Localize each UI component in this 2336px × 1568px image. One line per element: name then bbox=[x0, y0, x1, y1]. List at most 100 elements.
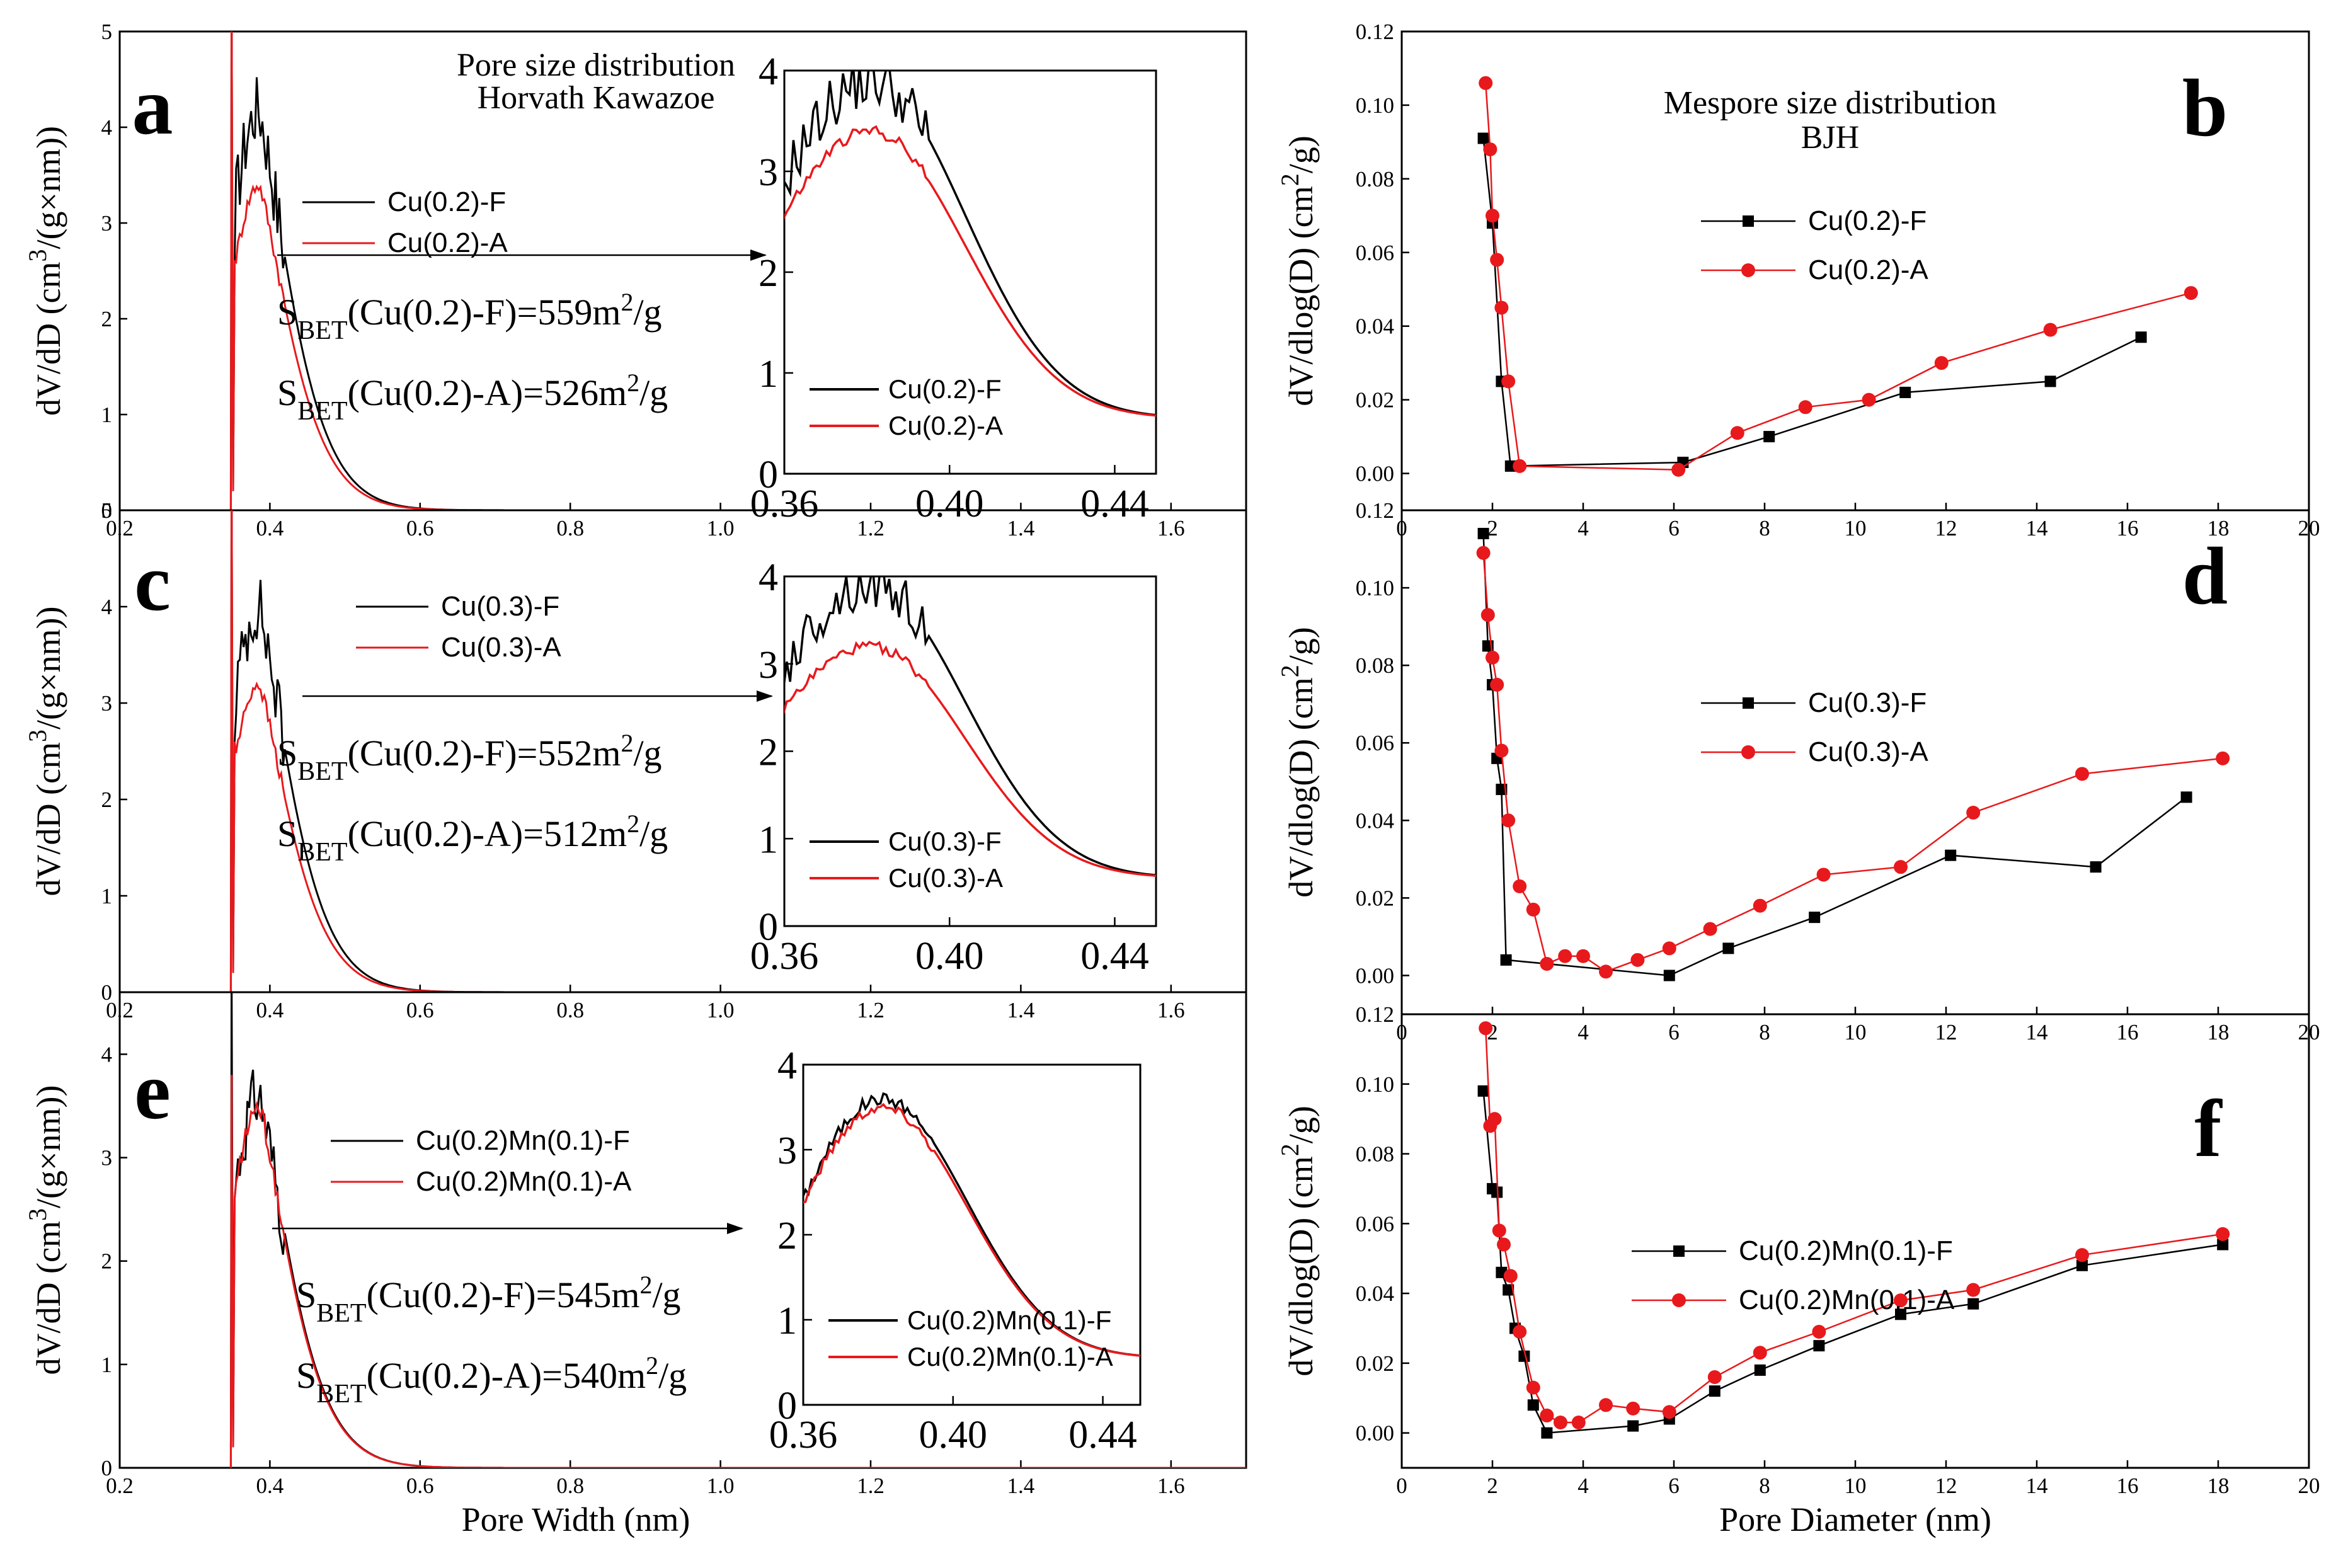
panel-b-x-tick-label: 14 bbox=[2026, 516, 2048, 541]
inset-x-tick-label: 0.40 bbox=[919, 1414, 988, 1456]
data-point-circle bbox=[1540, 957, 1554, 971]
data-point-circle bbox=[1490, 253, 1504, 267]
bet-symbol: S bbox=[277, 813, 297, 854]
series-line-Cu(0.2)Mn(0.1)-F bbox=[1482, 1090, 2223, 1434]
panel-letter-b: b bbox=[2182, 63, 2228, 154]
panel-e-x-tick-label: 1.4 bbox=[1007, 1474, 1035, 1498]
data-point-circle bbox=[1479, 1021, 1493, 1036]
panel-b: 0 2 4 6 8 10 12 14 16 18 200.000.020.040.060.080.1… bbox=[1276, 20, 2320, 541]
inset-legend-entry: Cu(0.3)-A bbox=[888, 863, 1003, 893]
panel-d-y-tick-label: 0.04 bbox=[1356, 808, 1394, 833]
panel-d-x-tick-label: 8 bbox=[1759, 1020, 1770, 1044]
data-point-circle bbox=[1526, 902, 1540, 917]
legend-marker-circle bbox=[1672, 1293, 1686, 1307]
data-point-circle bbox=[1540, 1408, 1554, 1422]
legend-entry: Cu(0.3)-A bbox=[441, 632, 561, 663]
panel-f-x-tick-label: 18 bbox=[2207, 1474, 2230, 1498]
panel-e-x-tick-label: 1.2 bbox=[857, 1474, 885, 1498]
data-point-circle bbox=[2216, 1227, 2230, 1241]
inset-legend-entry: Cu(0.3)-F bbox=[888, 827, 1002, 856]
bet-superscript: 2 bbox=[621, 288, 633, 316]
inset-y-tick-label: 1 bbox=[759, 353, 778, 396]
data-point-square bbox=[1477, 527, 1489, 539]
data-point-circle bbox=[1894, 1293, 1908, 1308]
panel-f-ylabel-rest: /g) bbox=[1282, 1106, 1320, 1143]
legend-entry: Cu(0.3)-F bbox=[441, 591, 559, 622]
panel-d: 0 2 4 6 8 10 12 14 16 18 200.000.020.040.060.080.1… bbox=[1276, 498, 2320, 1044]
inset-legend-entry: Cu(0.2)-A bbox=[888, 411, 1003, 440]
legend-entry: Cu(0.2)Mn(0.1)-F bbox=[416, 1125, 630, 1156]
legend-marker-square bbox=[1743, 697, 1754, 709]
data-point-circle bbox=[1503, 1269, 1518, 1283]
panel-e-y-tick-label: 1 bbox=[101, 1353, 113, 1377]
inset-legend-entry: Cu(0.2)-F bbox=[888, 374, 1002, 404]
panel-e-y-axis-label: dV/dD (cm3/(g×nm)) bbox=[23, 1085, 68, 1375]
panel-f-x-axis-label: Pore Diameter (nm) bbox=[1719, 1501, 1991, 1538]
bet-surface-area-0: SBET(Cu(0.2)-F)=559m2/g bbox=[277, 288, 662, 346]
data-point-circle bbox=[2184, 286, 2198, 300]
panel-e-x-axis-label: Pore Width (nm) bbox=[462, 1501, 690, 1538]
panel-a-x-tick-label: 1.2 bbox=[857, 516, 885, 541]
panel-letter-e: e bbox=[134, 1046, 171, 1136]
panel-e-x-tick-label: 0.4 bbox=[256, 1474, 284, 1498]
series-line-Cu(0.2)Mn(0.1)-A bbox=[1484, 1028, 2223, 1424]
inset-y-tick-label: 2 bbox=[759, 252, 778, 295]
panel-title-line: Mespore size distribution bbox=[1664, 85, 1997, 121]
bet-surface-area-0: SBET(Cu(0.2)-F)=545m2/g bbox=[296, 1271, 681, 1329]
bet-symbol: S bbox=[296, 1355, 316, 1396]
panel-b-x-tick-label: 8 bbox=[1759, 516, 1770, 541]
data-point-square bbox=[1813, 1340, 1825, 1352]
data-point-square bbox=[2090, 861, 2102, 873]
panel-d-x-tick-label: 12 bbox=[1935, 1020, 1957, 1044]
data-point-square bbox=[1477, 132, 1489, 144]
data-point-circle bbox=[1490, 677, 1504, 692]
panel-a-ylabel-base: dV/dD (cm bbox=[30, 261, 67, 415]
panel-c-y-tick-label: 4 bbox=[101, 595, 113, 619]
data-point-square bbox=[1763, 431, 1775, 443]
inset-y-tick-label: 4 bbox=[759, 556, 778, 599]
bet-unit: /g bbox=[652, 1274, 680, 1315]
panel-e-x-tick-label: 1.6 bbox=[1157, 1474, 1185, 1498]
panel-f-y-tick-label: 0.10 bbox=[1356, 1072, 1394, 1097]
panel-f-x-tick-label: 8 bbox=[1759, 1474, 1770, 1498]
panel-letter-d: d bbox=[2182, 531, 2228, 622]
panel-e-x-tick-label: 0.8 bbox=[556, 1474, 584, 1498]
panel-c-ylabel-base: dV/dD (cm bbox=[30, 742, 67, 896]
bet-unit: /g bbox=[639, 813, 668, 854]
panel-f-x-tick-label: 0 bbox=[1396, 1474, 1407, 1498]
panel-a-y-tick-label: 4 bbox=[101, 115, 113, 140]
data-point-circle bbox=[1487, 1112, 1502, 1126]
data-point-circle bbox=[1513, 879, 1527, 893]
panel-letter-c: c bbox=[134, 537, 171, 628]
data-point-square bbox=[2135, 331, 2147, 343]
bet-superscript: 2 bbox=[621, 729, 633, 757]
data-point-circle bbox=[1492, 1223, 1506, 1238]
panel-title-line: Pore size distribution bbox=[457, 47, 735, 83]
panel-title-line: BJH bbox=[1801, 120, 1859, 156]
data-point-circle bbox=[1479, 76, 1493, 90]
data-point-square bbox=[1500, 954, 1512, 966]
bet-subscript: BET bbox=[297, 397, 347, 426]
data-point-circle bbox=[1966, 1283, 1981, 1297]
panel-f-x-tick-label: 6 bbox=[1668, 1474, 1680, 1498]
bet-subscript: BET bbox=[297, 316, 347, 345]
data-point-square bbox=[2217, 1239, 2229, 1250]
panel-f-y-tick-label: 0.04 bbox=[1356, 1281, 1394, 1306]
panel-d-ylabel-rest: /g) bbox=[1282, 627, 1320, 665]
panel-b-x-tick-label: 16 bbox=[2117, 516, 2139, 541]
panel-a-x-tick-label: 1.4 bbox=[1007, 516, 1035, 541]
bet-surface-area-0: SBET(Cu(0.2)-F)=552m2/g bbox=[277, 729, 662, 787]
data-point-circle bbox=[1513, 459, 1527, 473]
data-point-square bbox=[1709, 1385, 1721, 1397]
panel-f-x-tick-label: 14 bbox=[2026, 1474, 2048, 1498]
panel-b-y-tick-label: 0.06 bbox=[1356, 241, 1394, 265]
inset-series-Cu(0.2)-A bbox=[784, 125, 1156, 417]
data-point-circle bbox=[1486, 209, 1499, 223]
data-point-square bbox=[1809, 912, 1821, 924]
series-line-Cu(0.2)-A bbox=[1484, 83, 2192, 471]
panel-a-x-tick-label: 1.0 bbox=[707, 516, 735, 541]
series-line-Cu(0.2)-F bbox=[1482, 138, 2142, 467]
data-point-circle bbox=[1501, 813, 1516, 828]
panel-a-x-tick-label: 0.8 bbox=[556, 516, 584, 541]
